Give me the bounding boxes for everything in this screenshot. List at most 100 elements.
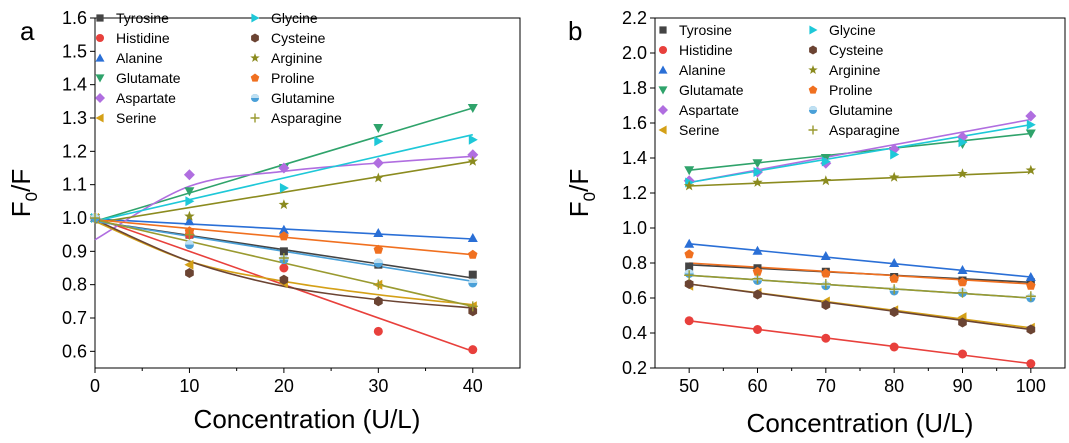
data-point-glycine bbox=[468, 134, 478, 145]
y-tick-label: 1.4 bbox=[62, 75, 87, 95]
legend-label-proline: Proline bbox=[271, 70, 315, 86]
data-point-glutamine bbox=[468, 278, 478, 288]
y-tick-label: 2.0 bbox=[622, 43, 647, 63]
data-point-histidine bbox=[958, 349, 967, 359]
fit-line-glycine bbox=[94, 133, 473, 223]
y-tick-label: 0.6 bbox=[622, 288, 647, 308]
legend-marker-glutamine bbox=[250, 93, 260, 103]
data-point-histidine bbox=[468, 345, 478, 355]
y-tick-label: 0.4 bbox=[622, 323, 647, 343]
data-point-serine bbox=[184, 259, 194, 270]
data-point-asparagine bbox=[1025, 291, 1036, 302]
data-point-arginine bbox=[683, 180, 695, 191]
legend-label-aspartate: Aspartate bbox=[116, 90, 176, 106]
data-point-glutamate bbox=[752, 159, 763, 169]
data-point-arginine bbox=[184, 210, 195, 221]
data-point-alanine bbox=[1025, 272, 1036, 281]
legend-label-serine: Serine bbox=[679, 122, 720, 138]
legend-marker-tyrosine bbox=[659, 26, 667, 34]
y-tick-label: 0.2 bbox=[622, 358, 647, 378]
data-point-cysteine bbox=[1026, 324, 1036, 335]
legend-marker-serine bbox=[658, 125, 667, 135]
data-point-proline bbox=[889, 273, 899, 283]
legend-label-glutamine: Glutamine bbox=[829, 102, 893, 118]
legend-label-glycine: Glycine bbox=[271, 10, 318, 26]
data-point-alanine bbox=[467, 233, 478, 242]
data-point-cysteine bbox=[279, 274, 289, 285]
y-tick-label: 1.0 bbox=[62, 208, 87, 228]
legend-label-cysteine: Cysteine bbox=[271, 30, 326, 46]
data-point-arginine bbox=[752, 177, 763, 187]
y-axis-title: F0/F bbox=[6, 169, 41, 217]
data-point-alanine bbox=[957, 265, 968, 274]
legend-label-glutamine: Glutamine bbox=[271, 90, 335, 106]
y-tick-label: 1.2 bbox=[62, 141, 87, 161]
data-point-cysteine bbox=[889, 307, 899, 317]
legend-marker-alanine bbox=[658, 65, 668, 74]
data-point-aspartate bbox=[278, 162, 290, 174]
legend-marker-glycine bbox=[251, 13, 260, 23]
legend-marker-aspartate bbox=[658, 105, 668, 115]
fit-line-aspartate bbox=[689, 118, 1031, 184]
chart-panel-b: 50 60 70 80 90 100 0.2 0.4 0.6 0.8 1.0 1.2 1.4 1.6 1.8… bbox=[564, 8, 1066, 438]
legend-marker-arginine bbox=[808, 65, 818, 74]
legend-label-glutamate: Glutamate bbox=[116, 70, 181, 86]
data-point-glutamate bbox=[467, 104, 478, 113]
panel-letter: b bbox=[568, 16, 582, 46]
data-point-glutamate bbox=[684, 166, 695, 176]
data-point-arginine bbox=[373, 172, 384, 183]
fit-line-alanine bbox=[689, 243, 1031, 278]
y-tick-label: 1.3 bbox=[62, 108, 87, 128]
legend-label-alanine: Alanine bbox=[679, 62, 726, 78]
legend-label-proline: Proline bbox=[829, 82, 873, 98]
y-tick-label: 1.4 bbox=[622, 148, 647, 168]
y-tick-label: 1.2 bbox=[622, 183, 647, 203]
legend: Tyrosine Histidine Alanine Glutamate Asparta… bbox=[658, 22, 900, 138]
legend-label-asparagine: Asparagine bbox=[829, 122, 900, 138]
data-point-proline bbox=[684, 249, 694, 259]
data-point-alanine bbox=[278, 224, 289, 234]
data-point-alanine bbox=[184, 216, 195, 226]
data-point-cysteine bbox=[821, 300, 831, 310]
data-point-asparagine bbox=[820, 279, 831, 289]
data-point-proline bbox=[279, 231, 289, 241]
x-tick-label: 100 bbox=[1016, 376, 1046, 396]
plot-frame bbox=[94, 17, 521, 369]
x-tick-label: 20 bbox=[274, 376, 294, 396]
legend-marker-arginine bbox=[250, 53, 260, 62]
data-point-histidine bbox=[821, 333, 831, 343]
legend-marker-histidine bbox=[95, 33, 105, 43]
data-point-proline bbox=[373, 244, 384, 254]
data-point-glycine bbox=[279, 183, 289, 193]
data-point-proline bbox=[1026, 280, 1036, 290]
y-tick-label: 0.6 bbox=[62, 341, 87, 361]
fit-line-histidine bbox=[689, 320, 1031, 365]
legend-marker-glutamine bbox=[808, 105, 818, 115]
y-tick-label: 0.8 bbox=[622, 253, 647, 273]
fit-line-cysteine bbox=[689, 283, 1031, 331]
data-point-asparagine bbox=[957, 287, 968, 298]
fit-line-proline bbox=[689, 262, 1031, 285]
data-point-histidine bbox=[1026, 359, 1036, 369]
legend-marker-proline bbox=[250, 73, 260, 82]
data-point-cysteine bbox=[958, 317, 967, 328]
legend-label-histidine: Histidine bbox=[116, 30, 170, 46]
legend-marker-glycine bbox=[809, 25, 818, 35]
data-point-glutamine bbox=[184, 240, 194, 250]
legend-marker-cysteine bbox=[251, 33, 259, 43]
data-point-arginine bbox=[820, 175, 832, 186]
data-point-glycine bbox=[1026, 119, 1036, 130]
data-point-proline bbox=[821, 268, 831, 278]
y-tick-label: 0.9 bbox=[62, 241, 87, 261]
legend-marker-cysteine bbox=[809, 45, 817, 55]
x-axis-title: Concentration (U/L) bbox=[194, 404, 421, 434]
x-tick-label: 80 bbox=[884, 376, 904, 396]
legend-label-glutamate: Glutamate bbox=[679, 82, 744, 98]
data-point-glutamine bbox=[373, 258, 383, 268]
data-point-proline bbox=[468, 249, 478, 259]
legend-label-aspartate: Aspartate bbox=[679, 102, 739, 118]
data-point-glycine bbox=[958, 137, 968, 148]
data-point-arginine bbox=[467, 155, 478, 166]
legend-marker-glutamate bbox=[658, 86, 668, 95]
legend-marker-alanine bbox=[95, 53, 105, 62]
